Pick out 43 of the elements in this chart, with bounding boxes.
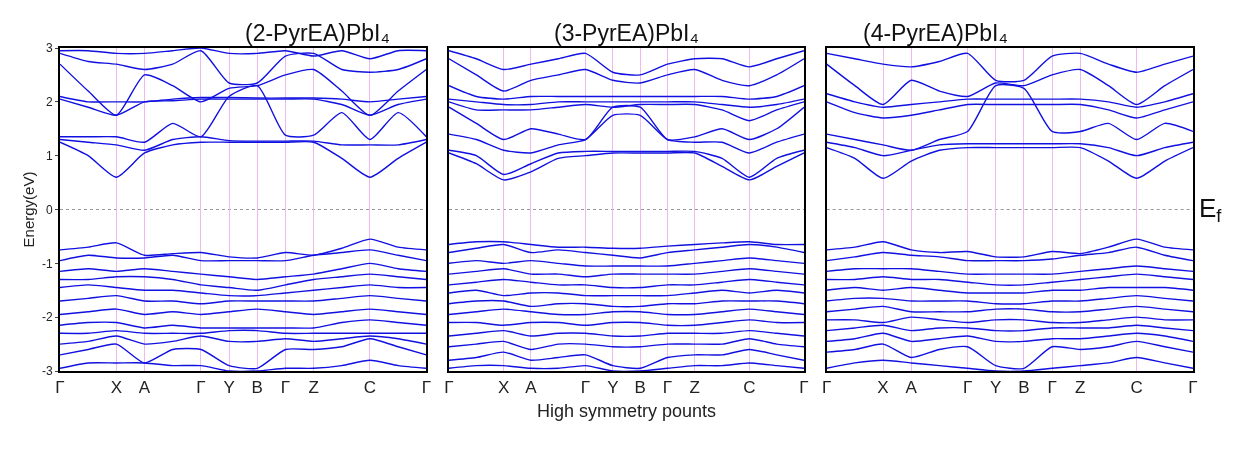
x-tick-label: Γ — [580, 378, 591, 398]
chart-title: (4-PyrEA)PbI₄ — [863, 20, 1008, 46]
chart-title: (2-PyrEA)PbI₄ — [245, 20, 390, 46]
x-tick-label: Z — [308, 378, 319, 398]
x-tick-label: B — [251, 378, 263, 398]
x-tick-label: C — [743, 378, 756, 398]
x-tick-label: Γ — [1188, 378, 1198, 398]
x-tick-label: Z — [689, 378, 700, 398]
x-tick-label: Γ — [421, 378, 432, 398]
x-tick-label: Γ — [821, 378, 832, 398]
x-tick-label: X — [497, 378, 510, 398]
x-axis-title: High symmetry pounts — [536, 401, 717, 421]
y-tick-label: 1 — [45, 148, 53, 163]
x-tick-label: A — [525, 378, 538, 398]
chart-title: (3-PyrEA)PbI₄ — [554, 20, 699, 46]
x-tick-label: C — [363, 378, 377, 398]
x-tick-label: Γ — [280, 378, 291, 398]
x-tick-label: Y — [607, 378, 619, 398]
x-tick-label: Γ — [1047, 378, 1057, 398]
y-tick-label: 2 — [45, 95, 53, 110]
x-tick-label: Y — [223, 378, 235, 398]
x-tick-label: X — [877, 378, 889, 398]
y-tick-label: -2 — [41, 310, 53, 325]
x-tick-label: X — [110, 378, 123, 398]
x-tick-label: A — [138, 378, 151, 398]
x-tick-label: B — [634, 378, 646, 398]
x-tick-label: Γ — [799, 378, 809, 398]
y-tick-label: 3 — [45, 41, 53, 56]
x-tick-label: A — [905, 378, 918, 398]
x-tick-label: Γ — [55, 378, 65, 398]
y-axis-title: Energy(eV) — [19, 171, 37, 248]
x-tick-label: Γ — [962, 378, 973, 398]
y-tick-label: -3 — [41, 364, 53, 379]
y-tick-label: 0 — [45, 202, 53, 217]
x-tick-label: Γ — [444, 378, 454, 398]
x-tick-label: Γ — [196, 378, 206, 398]
x-tick-label: Γ — [662, 378, 673, 398]
x-tick-label: Z — [1075, 378, 1086, 398]
y-tick-label: -1 — [41, 256, 53, 271]
ref-line-label: E$_{f}$ — [1199, 193, 1223, 227]
x-tick-label: B — [1018, 378, 1030, 398]
x-tick-label: C — [1130, 378, 1143, 398]
x-tick-label: Y — [990, 378, 1002, 398]
